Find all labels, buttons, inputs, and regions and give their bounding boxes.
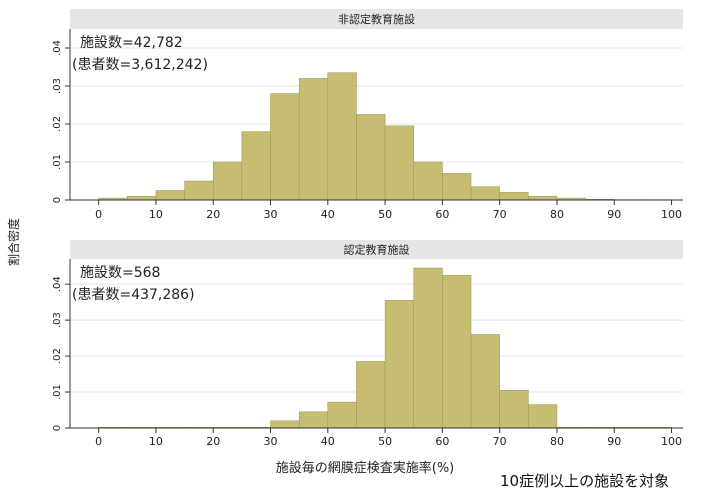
histogram-bar xyxy=(499,192,529,201)
panel-non-certified: 非認定教育施設 0 .01 .02 .03 .04 0 10 20 30 40 50 60 70 80 90 1… xyxy=(52,9,683,221)
histogram-bar xyxy=(298,78,329,201)
histogram-bar xyxy=(528,404,558,429)
x-tick-label: 50 xyxy=(378,435,392,448)
histogram-bar xyxy=(184,180,214,201)
histogram-bar xyxy=(212,161,243,201)
annotation-facility-count: 施設数=568 xyxy=(80,265,160,281)
histogram-bar xyxy=(270,93,300,201)
y-tick-label: .01 xyxy=(52,154,63,170)
footnote: 10症例以上の施設を対象 xyxy=(500,472,670,490)
facet-strip xyxy=(70,240,683,259)
y-tick-label: .02 xyxy=(52,348,63,364)
histogram-bar xyxy=(413,161,443,201)
histogram-bar xyxy=(270,420,300,429)
histogram-bar xyxy=(470,186,500,201)
x-tick-label: 80 xyxy=(550,435,564,448)
x-tick-label: 80 xyxy=(550,208,564,221)
histogram-bar xyxy=(499,389,529,429)
y-tick-label: 0 xyxy=(52,425,63,431)
histogram-bar xyxy=(384,125,414,201)
x-tick-label: 100 xyxy=(661,208,682,221)
x-tick-label: 60 xyxy=(435,435,449,448)
y-tick-label: 0 xyxy=(52,197,63,203)
x-tick-label: 70 xyxy=(493,208,507,221)
y-tick-label: .01 xyxy=(52,384,63,400)
x-tick-label: 30 xyxy=(264,435,278,448)
y-tick-label: .03 xyxy=(52,312,63,328)
y-tick-label: .04 xyxy=(52,276,63,292)
y-axis-label: 割合密度 xyxy=(6,218,21,266)
histogram-bar xyxy=(241,131,271,201)
y-tick-label: .03 xyxy=(52,78,63,94)
x-tick-label: 30 xyxy=(264,208,278,221)
x-tick-label: 40 xyxy=(321,435,335,448)
histogram-bar xyxy=(127,195,157,201)
x-tick-label: 40 xyxy=(321,208,335,221)
x-tick-label: 20 xyxy=(206,435,220,448)
x-tick-label: 70 xyxy=(493,435,507,448)
histogram-bar xyxy=(356,361,386,429)
annotation-patient-count: (患者数=3,612,242) xyxy=(72,57,208,73)
x-tick-label: 100 xyxy=(661,435,682,448)
x-tick-label: 60 xyxy=(435,208,449,221)
x-tick-label: 90 xyxy=(607,208,621,221)
x-tick-label: 10 xyxy=(149,208,163,221)
y-tick-label: .02 xyxy=(52,116,63,132)
histogram-bar xyxy=(413,267,443,429)
histogram-bar xyxy=(298,411,329,429)
histogram-bar xyxy=(470,334,500,429)
x-axis-label: 施設毎の網膜症検査実施率(%) xyxy=(276,460,455,476)
facet-strip xyxy=(70,9,683,29)
histogram-bar xyxy=(356,114,386,201)
x-tick-label: 90 xyxy=(607,435,621,448)
histogram-bar xyxy=(327,401,357,429)
panel-certified: 認定教育施設 0 .01 .02 .03 .04 0 10 20 30 40 50 60 70 80 90 10… xyxy=(52,240,683,448)
y-tick-label: .04 xyxy=(52,40,63,56)
annotation-facility-count: 施設数=42,782 xyxy=(80,35,183,51)
facet-title: 非認定教育施設 xyxy=(338,12,415,26)
facet-title: 認定教育施設 xyxy=(344,243,410,257)
histogram-bar xyxy=(384,300,414,429)
histogram-bar xyxy=(327,72,357,201)
histogram-bar xyxy=(528,195,558,201)
x-tick-label: 0 xyxy=(95,435,102,448)
histogram-bar xyxy=(442,173,472,201)
annotation-patient-count: (患者数=437,286) xyxy=(72,287,195,303)
x-tick-label: 10 xyxy=(149,435,163,448)
x-tick-label: 0 xyxy=(95,208,102,221)
histogram-bar xyxy=(155,190,185,201)
x-tick-label: 20 xyxy=(206,208,220,221)
histogram-bar xyxy=(442,274,472,429)
x-tick-label: 50 xyxy=(378,208,392,221)
